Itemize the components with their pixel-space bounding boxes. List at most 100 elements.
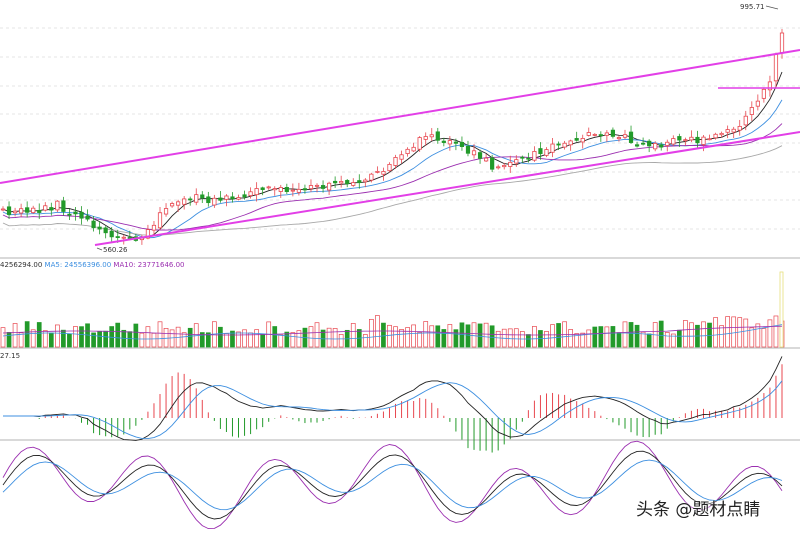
volume-bar [369, 318, 374, 348]
candle [25, 201, 30, 218]
candle-body [49, 207, 54, 211]
candle-body [411, 146, 416, 152]
volume-bar [646, 333, 652, 348]
candle-body [272, 188, 277, 191]
candle [49, 202, 54, 216]
candle-body [683, 139, 688, 142]
volume-bar [205, 332, 211, 348]
candle-body [55, 200, 60, 211]
volume-bar [658, 320, 664, 348]
candle-body [526, 157, 531, 160]
candle-body [242, 194, 247, 198]
volume-bar [350, 323, 356, 348]
candle-body [363, 179, 368, 183]
candle-body [308, 185, 314, 190]
candle [194, 188, 199, 206]
volume-bar [115, 322, 121, 348]
volume-bar [689, 322, 694, 348]
volume-legend: 4256294.00 MA5: 24556396.00 MA10: 237716… [0, 261, 185, 269]
candle [182, 196, 187, 210]
candlestick-layer [0, 28, 785, 245]
candle [387, 162, 392, 173]
volume-bar [284, 331, 290, 348]
candle-body [333, 180, 338, 184]
candle [290, 183, 295, 197]
volume-bar [278, 334, 284, 348]
candle [628, 125, 634, 144]
candle [363, 178, 368, 188]
volume-bar [0, 327, 6, 348]
candle [453, 138, 459, 151]
volume-bar [103, 330, 109, 348]
candle-body [496, 166, 501, 169]
volume-bar [616, 332, 622, 348]
candle-body [544, 149, 549, 156]
candle [163, 203, 169, 217]
candle-body [260, 187, 265, 190]
candle-body [218, 197, 223, 201]
volume-layer [0, 271, 785, 348]
candle-body [278, 187, 283, 192]
candle [272, 186, 277, 196]
candle [701, 135, 706, 152]
candle [713, 132, 718, 140]
volume-bar [230, 330, 235, 348]
candle-body [743, 115, 748, 126]
volume-bar [628, 322, 634, 348]
volume-bar [743, 318, 749, 348]
candle-body [254, 188, 259, 196]
candle-body [31, 207, 36, 213]
candle-body [79, 211, 84, 219]
candle-body [671, 138, 676, 145]
candle-body [399, 154, 404, 160]
volume-bar [465, 324, 471, 348]
candle-body [224, 195, 229, 200]
volume-bar [326, 327, 332, 348]
legend-vol: 4256294.00 [0, 261, 43, 269]
volume-bar [54, 324, 60, 348]
candle [719, 131, 724, 138]
candle [308, 179, 314, 193]
candle [176, 199, 181, 212]
volume-bar [471, 322, 477, 348]
candle [67, 209, 72, 220]
candle-body [538, 148, 543, 155]
candle [333, 176, 338, 188]
candle-body [508, 161, 513, 167]
candle [236, 194, 241, 201]
candle-body [598, 134, 603, 137]
volume-bar [489, 325, 495, 348]
candle-body [25, 207, 30, 213]
candle [345, 178, 350, 188]
candle-body [357, 180, 362, 184]
volume-bar-current [779, 271, 784, 348]
volume-bar [574, 333, 580, 348]
candle [37, 203, 42, 220]
candle [465, 140, 471, 157]
volume-bar [332, 328, 338, 348]
kdj-k-line [2, 450, 783, 520]
candle-body [574, 138, 579, 141]
candle-body [339, 181, 344, 184]
volume-bar [272, 326, 278, 348]
candle [592, 133, 597, 137]
candle-body [737, 125, 742, 131]
candle [562, 140, 567, 150]
macd-dif-line [3, 356, 783, 441]
candle [91, 216, 96, 232]
candle [260, 186, 265, 196]
volume-ma5-line [2, 324, 783, 340]
volume-bar [610, 326, 616, 348]
candle-body [695, 136, 700, 144]
volume-bar [181, 332, 187, 348]
candle [743, 110, 748, 131]
candle-body [121, 236, 126, 239]
candle-body [296, 188, 301, 193]
volume-bar [526, 334, 531, 348]
candle-body [761, 88, 766, 99]
volume-ma10-line [2, 325, 783, 336]
macd-layer [3, 356, 783, 453]
candle-body [0, 208, 6, 211]
